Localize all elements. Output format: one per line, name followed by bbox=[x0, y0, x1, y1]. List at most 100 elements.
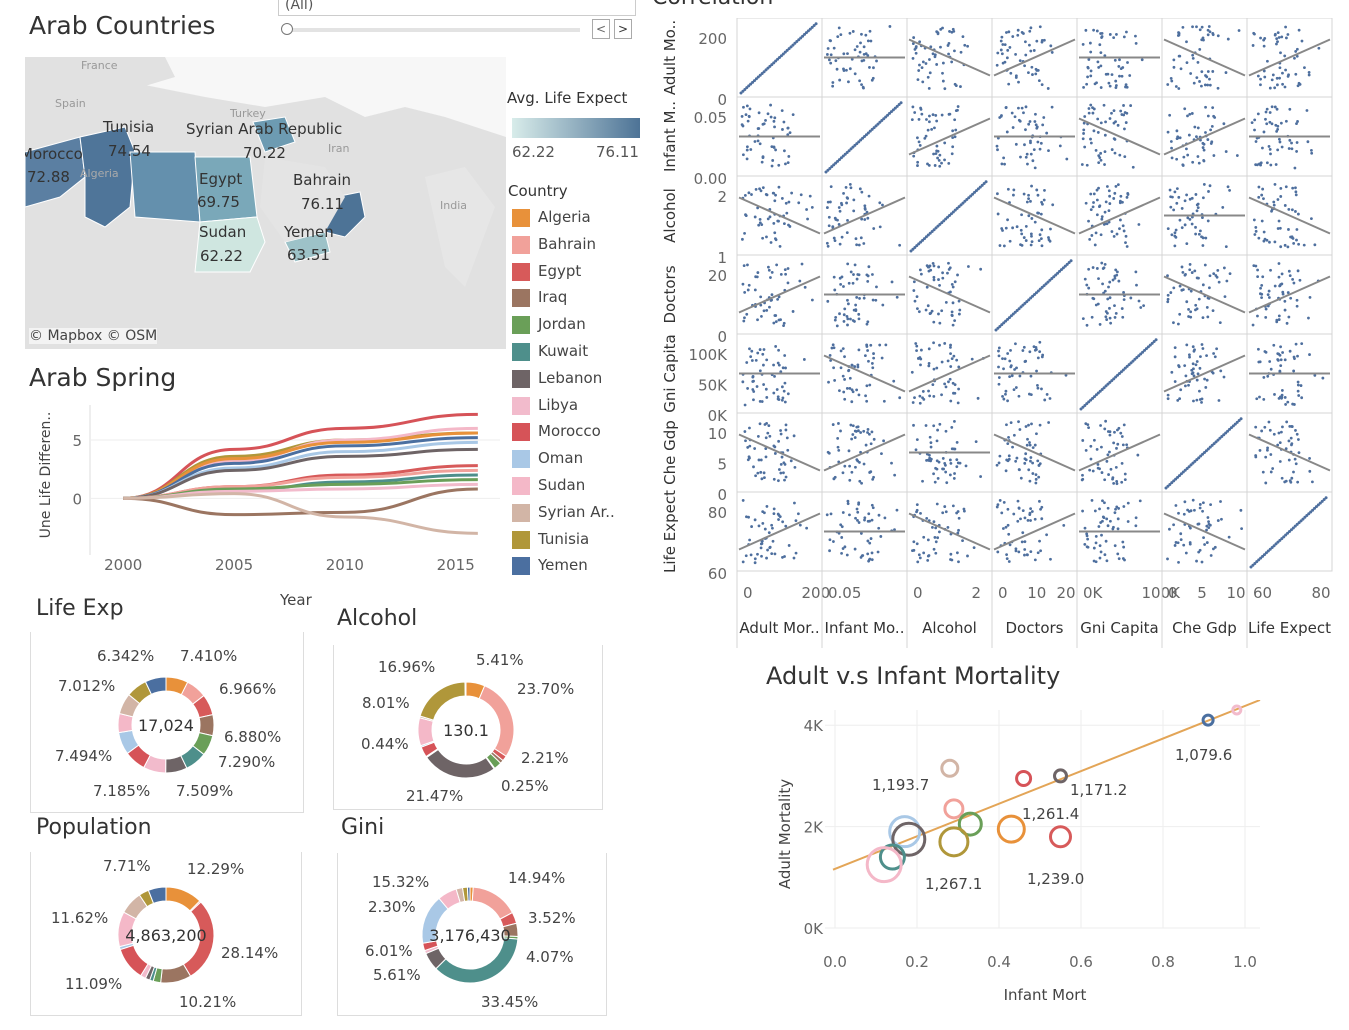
corr-scatter bbox=[997, 340, 1068, 403]
corr-scatter bbox=[1081, 498, 1142, 564]
donut-pct-label: 6.342% bbox=[97, 647, 155, 665]
donut-slice[interactable] bbox=[417, 717, 435, 747]
map-bg-label: India bbox=[440, 199, 467, 212]
donut-slice[interactable] bbox=[144, 676, 167, 695]
corr-row-tick: 80 bbox=[708, 504, 727, 522]
ai-trend-line bbox=[832, 700, 1261, 871]
corr-scatter bbox=[824, 101, 903, 174]
ai-point-kuwait[interactable] bbox=[878, 843, 906, 871]
corr-scatter bbox=[995, 105, 1069, 170]
sudan-region[interactable] bbox=[194, 216, 266, 273]
legend-label: Lebanon bbox=[538, 368, 603, 387]
donut-chart[interactable]: 17,024 bbox=[101, 660, 231, 790]
spring-line-algeria[interactable] bbox=[123, 431, 478, 500]
legend-swatch bbox=[512, 503, 530, 522]
ai-point-label: 1,239.0 bbox=[1027, 870, 1084, 888]
spring-xtick: 2000 bbox=[104, 556, 142, 574]
ai-point-jordan[interactable] bbox=[957, 811, 983, 837]
donut-pct-label: 0.44% bbox=[361, 735, 409, 753]
corr-trend-line bbox=[1248, 433, 1331, 472]
corr-cell[interactable] bbox=[821, 412, 908, 493]
legend-label: Morocco bbox=[538, 422, 601, 441]
corr-col-label: Doctors bbox=[1005, 619, 1063, 637]
corr-scatter bbox=[825, 182, 902, 248]
donut-slice[interactable] bbox=[147, 886, 167, 905]
ai-point-oman[interactable] bbox=[888, 815, 922, 849]
donut-slice[interactable] bbox=[425, 748, 495, 779]
egypt-region[interactable] bbox=[194, 156, 258, 223]
corr-scatter bbox=[826, 422, 897, 485]
corr-scatter bbox=[1251, 25, 1321, 90]
adult-infant-scatter[interactable]: 0.0 0.2 0.4 0.6 0.8 1.0 4K 2K 0K Infant Mort Adult… bbox=[770, 700, 1330, 1020]
spring-line-iraq[interactable] bbox=[123, 487, 478, 517]
corr-scatter bbox=[995, 499, 1066, 563]
corr-scatter bbox=[1249, 496, 1328, 569]
donut-slice[interactable] bbox=[466, 886, 471, 902]
donut-slice[interactable] bbox=[419, 681, 466, 721]
corr-scatter bbox=[740, 103, 795, 168]
country-legend: Algeria Bahrain Egypt Iraq Jordan Kuwait Leban… bbox=[512, 208, 632, 588]
spring-line-morocco[interactable] bbox=[123, 412, 478, 500]
donut-pct-label: 11.09% bbox=[65, 975, 123, 993]
corr-row-label: Alcohol bbox=[661, 188, 679, 243]
ai-point-tunisia[interactable] bbox=[938, 826, 970, 858]
corr-row-tick: 20 bbox=[708, 267, 727, 285]
spring-line-lebanon[interactable] bbox=[123, 447, 478, 500]
donut-chart[interactable]: 3,176,430 bbox=[405, 870, 535, 1000]
corr-trend-line bbox=[908, 354, 991, 393]
ai-point-syrian-ar-[interactable] bbox=[940, 758, 960, 778]
donut-slice[interactable] bbox=[464, 681, 467, 697]
tunisia-region[interactable] bbox=[79, 126, 136, 228]
donut-chart[interactable]: 4,863,200 bbox=[101, 870, 231, 1000]
ai-point-lebanon[interactable] bbox=[1053, 768, 1068, 784]
donut-slice[interactable] bbox=[471, 886, 514, 920]
country-filter[interactable]: (All) bbox=[278, 0, 636, 16]
filter-slider[interactable] bbox=[284, 28, 580, 32]
donut-pct-label: 14.94% bbox=[508, 869, 566, 887]
libya-region[interactable] bbox=[129, 151, 201, 223]
corr-scatter bbox=[1084, 183, 1141, 248]
ai-point-bahrain[interactable] bbox=[943, 798, 965, 820]
donut-pct-label: 16.96% bbox=[378, 658, 436, 676]
corr-scatter bbox=[1166, 343, 1226, 404]
corr-col-tick: 0K bbox=[1083, 584, 1104, 602]
spring-line-yemen[interactable] bbox=[123, 436, 478, 500]
legend-swatch bbox=[512, 289, 530, 308]
corr-trend-line bbox=[1078, 117, 1161, 156]
arab-spring-chart[interactable]: 5 0 2000 2005 2010 2015 Une Life Differen.. bbox=[30, 400, 500, 615]
syria-region[interactable] bbox=[252, 116, 296, 153]
legend-swatch bbox=[512, 530, 530, 549]
corr-cell[interactable] bbox=[821, 175, 908, 256]
legend-swatch bbox=[512, 369, 530, 388]
ai-point-libya[interactable] bbox=[1231, 704, 1243, 716]
ai-point-morocco[interactable] bbox=[1015, 769, 1033, 787]
map-label-egypt: Egypt bbox=[199, 170, 243, 188]
donut-slice[interactable] bbox=[119, 944, 149, 977]
ai-point-egypt[interactable] bbox=[1049, 825, 1072, 849]
donut-pct-label: 0.25% bbox=[501, 777, 549, 795]
corr-scatter bbox=[995, 25, 1054, 90]
corr-col-tick: 10 bbox=[1227, 584, 1246, 602]
corr-scatter bbox=[739, 22, 818, 95]
prev-button[interactable]: < bbox=[592, 19, 610, 39]
map-attribution[interactable]: © Mapbox © OSM bbox=[29, 328, 158, 344]
corr-scatter bbox=[825, 25, 892, 90]
ai-point-yemen[interactable] bbox=[1201, 713, 1215, 727]
ai-point-lebanon[interactable] bbox=[891, 821, 927, 857]
corr-col-label: Adult Mor.. bbox=[739, 619, 819, 637]
spring-line-syrian-ar-[interactable] bbox=[123, 492, 478, 535]
map-view[interactable]: France Spain Turkey Iran Algeria India T… bbox=[25, 57, 506, 349]
ai-point-sudan[interactable] bbox=[865, 846, 903, 884]
donut-pct-label: 8.01% bbox=[362, 694, 410, 712]
slider-handle[interactable] bbox=[281, 23, 293, 35]
morocco-region[interactable] bbox=[25, 136, 86, 208]
ai-point-label: 1,267.1 bbox=[925, 875, 982, 893]
ai-point-algeria[interactable] bbox=[996, 814, 1026, 844]
corr-trend-line bbox=[1163, 512, 1246, 551]
donut-chart[interactable]: 130.1 bbox=[401, 665, 531, 795]
legend-label: Egypt bbox=[538, 261, 582, 280]
next-button[interactable]: > bbox=[614, 19, 632, 39]
donut-slice[interactable] bbox=[198, 714, 215, 737]
corr-row-tick: 0 bbox=[717, 328, 727, 346]
